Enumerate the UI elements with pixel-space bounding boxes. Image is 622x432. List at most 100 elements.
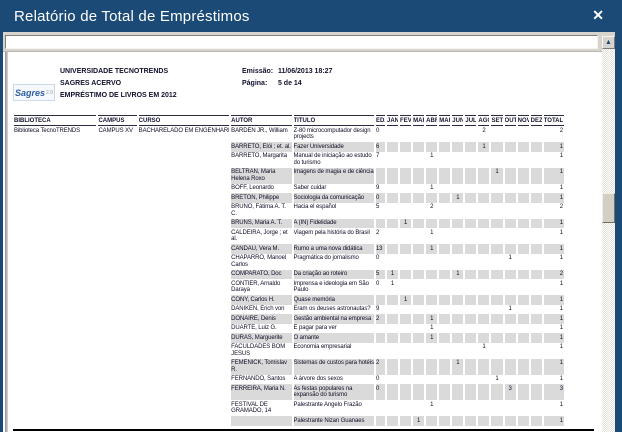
cell-ago xyxy=(477,416,490,426)
cell-ed xyxy=(375,416,386,426)
cell-set xyxy=(490,333,503,343)
cell-ed: 7 xyxy=(375,152,386,168)
cell-out xyxy=(504,203,517,219)
cell-abr xyxy=(425,384,438,400)
cell-curso xyxy=(138,279,231,295)
cell-dez xyxy=(530,333,543,343)
cell-jun: 1 xyxy=(451,193,464,203)
address-input[interactable] xyxy=(5,35,598,49)
cell-ed: 0 xyxy=(375,126,386,143)
cell-curso xyxy=(138,324,231,334)
cell-titulo: Hacia el español xyxy=(293,203,375,219)
cell-biblioteca xyxy=(13,203,97,219)
header-cell-dez: DEZ xyxy=(530,116,543,126)
cell-mai xyxy=(438,343,451,359)
cell-jun xyxy=(451,324,464,334)
scroll-up-button[interactable]: ▲ xyxy=(602,36,615,49)
toolbar-strip xyxy=(3,32,615,52)
cell-abr xyxy=(425,295,438,305)
cell-ed xyxy=(375,168,386,184)
cell-curso xyxy=(138,295,231,305)
cell-dez xyxy=(530,324,543,334)
cell-set: 1 xyxy=(490,168,503,184)
cell-set xyxy=(490,359,503,375)
cell-fev xyxy=(399,416,412,426)
cell-abr xyxy=(425,193,438,203)
cell-curso xyxy=(138,219,231,229)
cell-biblioteca xyxy=(13,324,97,334)
cell-campus xyxy=(97,168,137,184)
page-bottom-rule xyxy=(13,429,594,431)
cell-jun xyxy=(451,184,464,194)
cell-dez xyxy=(530,152,543,168)
table-row: FERREIRA, Maria N.As festas populares na… xyxy=(13,384,564,400)
scrollbar-thumb[interactable] xyxy=(602,193,615,223)
cell-biblioteca xyxy=(13,244,97,254)
cell-jan xyxy=(386,184,399,194)
cell-curso xyxy=(138,333,231,343)
cell-mai xyxy=(438,375,451,385)
cell-out: 1 xyxy=(504,254,517,270)
close-icon[interactable]: ✕ xyxy=(592,8,604,22)
cell-mai xyxy=(438,324,451,334)
cell-ago xyxy=(477,400,490,416)
cell-autor: COMPARATO, Doc xyxy=(230,270,292,280)
cell-campus xyxy=(97,219,137,229)
table-row: DURAS, MargueriteO amante11 xyxy=(13,333,564,343)
header-cell-jun: JUN xyxy=(451,116,464,126)
cell-dez xyxy=(530,416,543,426)
cell-titulo: Viagem pela história do Brasil xyxy=(293,228,375,244)
cell-mar xyxy=(412,152,425,168)
table-row: BRUNO, Fátima A. T. C.Hacia el español52… xyxy=(13,203,564,219)
cell-set xyxy=(490,295,503,305)
cell-out xyxy=(504,343,517,359)
cell-curso xyxy=(138,244,231,254)
cell-nov xyxy=(517,384,530,400)
cell-mai xyxy=(438,254,451,270)
cell-out: 1 xyxy=(504,305,517,315)
cell-curso xyxy=(138,228,231,244)
cell-out xyxy=(504,126,517,143)
cell-biblioteca xyxy=(13,184,97,194)
header-cell-mai: MAI xyxy=(438,116,451,126)
cell-jan xyxy=(386,168,399,184)
cell-nov xyxy=(517,142,530,152)
cell-ed xyxy=(375,343,386,359)
cell-set xyxy=(490,416,503,426)
header-cell-jul: JUL xyxy=(464,116,477,126)
header-cell-out: OUT xyxy=(504,116,517,126)
cell-ago xyxy=(477,254,490,270)
table-row: BRETON, PhilippeSociologia da comunicaçã… xyxy=(13,193,564,203)
cell-biblioteca xyxy=(13,343,97,359)
cell-titulo: A (IN) Fidelidade xyxy=(293,219,375,229)
table-row: DUARTE, Luiz G.É pagar para ver11 xyxy=(13,324,564,334)
cell-campus xyxy=(97,333,137,343)
table-row: BRUNS, Maria A. T.A (IN) Fidelidade11 xyxy=(13,219,564,229)
cell-abr xyxy=(425,375,438,385)
cell-autor: BRUNO, Fátima A. T. C. xyxy=(230,203,292,219)
cell-mai xyxy=(438,270,451,280)
cell-jul xyxy=(464,400,477,416)
cell-ago: 1 xyxy=(477,343,490,359)
cell-nov xyxy=(517,228,530,244)
cell-fev: 1 xyxy=(399,219,412,229)
cell-out xyxy=(504,333,517,343)
cell-mai xyxy=(438,333,451,343)
cell-ago xyxy=(477,384,490,400)
cell-nov xyxy=(517,168,530,184)
cell-mai xyxy=(438,295,451,305)
cell-dez xyxy=(530,228,543,244)
cell-nov xyxy=(517,203,530,219)
cell-curso xyxy=(138,384,231,400)
cell-mai xyxy=(438,279,451,295)
cell-curso xyxy=(138,193,231,203)
cell-abr: 1 xyxy=(425,314,438,324)
cell-abr xyxy=(425,219,438,229)
cell-ago xyxy=(477,184,490,194)
scrollbar-track[interactable] xyxy=(602,49,615,432)
cell-jun xyxy=(451,152,464,168)
header-cell-campus: CAMPUS xyxy=(97,116,137,126)
cell-mar xyxy=(412,359,425,375)
cell-jul xyxy=(464,152,477,168)
cell-nov xyxy=(517,359,530,375)
